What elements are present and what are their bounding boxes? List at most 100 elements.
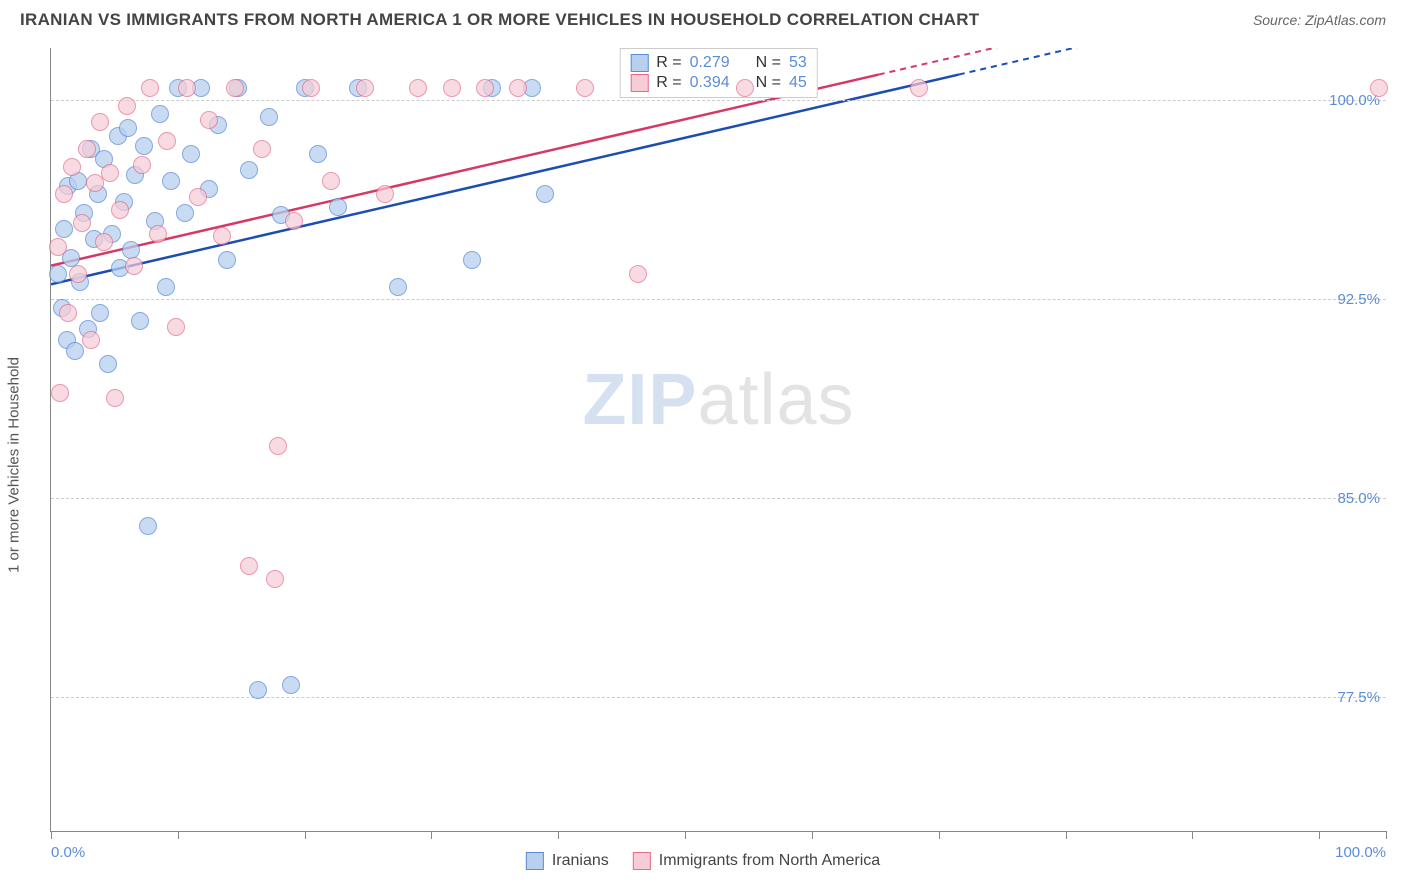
data-point [282,676,300,694]
r-label: R = [656,54,681,72]
gridline-h [51,498,1386,499]
x-tick [812,831,813,839]
data-point [576,79,594,97]
chart-title: IRANIAN VS IMMIGRANTS FROM NORTH AMERICA… [20,10,979,30]
data-point [309,145,327,163]
data-point [389,278,407,296]
legend-swatch [633,852,651,870]
data-point [95,233,113,251]
stats-row: R = 0.279 N = 53 [630,53,807,73]
legend-item: Iranians [526,852,609,870]
data-point [240,557,258,575]
x-tick [558,831,559,839]
data-point [149,225,167,243]
data-point [158,132,176,150]
chart-header: IRANIAN VS IMMIGRANTS FROM NORTH AMERICA… [0,0,1406,36]
x-tick [178,831,179,839]
data-point [910,79,928,97]
x-tick [1319,831,1320,839]
series-legend: Iranians Immigrants from North America [526,852,880,870]
y-axis-label: 1 or more Vehicles in Household [6,357,23,573]
data-point [133,156,151,174]
data-point [91,304,109,322]
legend-label: Immigrants from North America [659,852,880,870]
legend-swatch [526,852,544,870]
data-point [66,342,84,360]
y-tick-label: 92.5% [1337,291,1380,308]
regression-line [51,75,879,266]
data-point [139,517,157,535]
data-point [240,161,258,179]
legend-item: Immigrants from North America [633,852,880,870]
data-point [49,238,67,256]
data-point [141,79,159,97]
gridline-h [51,299,1386,300]
data-point [476,79,494,97]
data-point [182,145,200,163]
data-point [409,79,427,97]
legend-swatch [630,74,648,92]
data-point [125,257,143,275]
x-tick-label: 100.0% [1335,844,1386,861]
n-value: 45 [789,74,807,92]
data-point [91,113,109,131]
x-tick [1192,831,1193,839]
x-tick [51,831,52,839]
data-point [49,265,67,283]
data-point [249,681,267,699]
data-point [176,204,194,222]
data-point [151,105,169,123]
source-attribution: Source: ZipAtlas.com [1253,12,1386,28]
data-point [356,79,374,97]
data-point [266,570,284,588]
y-tick-label: 85.0% [1337,490,1380,507]
data-point [101,164,119,182]
y-tick-label: 100.0% [1329,92,1380,109]
n-label: N = [756,54,781,72]
data-point [99,355,117,373]
data-point [55,220,73,238]
data-point [55,185,73,203]
r-value: 0.279 [690,54,730,72]
data-point [78,140,96,158]
regression-line-dashed [959,48,1213,75]
data-point [178,79,196,97]
x-tick [685,831,686,839]
x-tick [1386,831,1387,839]
data-point [509,79,527,97]
data-point [260,108,278,126]
plot-region: ZIPatlas R =0.279N =53R =0.394N =45 77.5… [50,48,1386,832]
x-tick [431,831,432,839]
x-tick [305,831,306,839]
data-point [253,140,271,158]
data-point [226,79,244,97]
data-point [322,172,340,190]
data-point [119,119,137,137]
regression-line-dashed [879,48,1053,75]
data-point [73,214,91,232]
data-point [302,79,320,97]
data-point [59,304,77,322]
r-value: 0.394 [690,74,730,92]
data-point [131,312,149,330]
data-point [285,212,303,230]
data-point [463,251,481,269]
chart-area: 1 or more Vehicles in Household ZIPatlas… [0,38,1406,892]
data-point [167,318,185,336]
r-label: R = [656,74,681,92]
stats-row: R =0.394N =45 [630,73,807,93]
data-point [213,227,231,245]
data-point [135,137,153,155]
data-point [189,188,207,206]
data-point [736,79,754,97]
data-point [376,185,394,203]
n-value: 53 [789,54,807,72]
y-tick-label: 77.5% [1337,689,1380,706]
data-point [162,172,180,190]
data-point [536,185,554,203]
data-point [118,97,136,115]
data-point [443,79,461,97]
gridline-h [51,100,1386,101]
data-point [269,437,287,455]
data-point [69,265,87,283]
